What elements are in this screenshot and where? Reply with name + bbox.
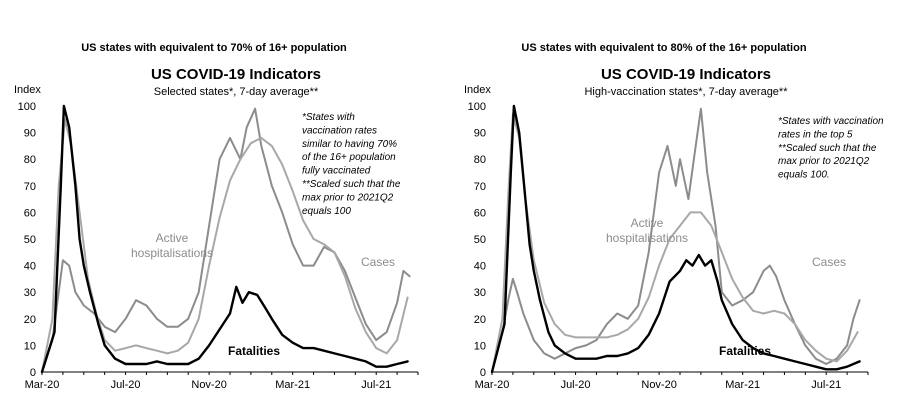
y-tick-label: 30 — [474, 287, 486, 299]
y-tick-label: 0 — [480, 367, 486, 379]
y-tick-label: 0 — [30, 367, 36, 379]
x-tick-label: Jul-20 — [561, 379, 591, 391]
y-tick-label: 80 — [474, 154, 486, 166]
chart-note-line: fully vaccinated — [302, 166, 371, 177]
x-tick-label: Jul-21 — [361, 379, 391, 391]
x-tick-label: Jul-21 — [811, 379, 841, 391]
series-fatalities-line — [40, 104, 409, 374]
series-active-hospitalisations-line — [491, 113, 859, 373]
chart-note-line: max prior to 2021Q2 — [778, 156, 870, 167]
chart-panel-right: US states with equivalent to 80% of the … — [450, 0, 900, 411]
y-tick-label: 20 — [474, 314, 486, 326]
annotation-cases: Cases — [812, 255, 846, 269]
chart-panel-left: US states with equivalent to 70% of 16+ … — [14, 42, 419, 391]
y-tick-label: 60 — [474, 207, 486, 219]
y-tick-label: 40 — [474, 261, 486, 273]
y-tick-label: 100 — [468, 101, 486, 113]
y-tick-label: 60 — [24, 207, 36, 219]
chart-note-line: **Scaled such that the — [302, 179, 401, 190]
chart-supertitle: US states with equivalent to 80% of the … — [521, 42, 806, 54]
annotation-cases: Cases — [361, 255, 395, 269]
chart-note-line: equals 100. — [778, 170, 830, 181]
x-tick-label: Mar-21 — [275, 379, 310, 391]
chart-subtitle: Selected states*, 7-day average** — [154, 86, 319, 98]
annotation-hospitalisations: hospitalisations — [131, 246, 213, 260]
chart-subtitle: High-vaccination states*, 7-day average*… — [584, 86, 788, 98]
y-tick-label: 50 — [474, 234, 486, 246]
x-tick-label: Mar-20 — [475, 379, 510, 391]
y-tick-label: 40 — [24, 261, 36, 273]
y-tick-label: 20 — [24, 314, 36, 326]
chart-note-line: *States with vaccination — [778, 116, 884, 127]
y-tick-label: 10 — [24, 340, 36, 352]
y-tick-label: 70 — [474, 181, 486, 193]
chart-left-svg: US states with equivalent to 70% of 16+ … — [14, 42, 419, 391]
series-cases-line — [41, 107, 411, 373]
chart-note-line: **Scaled such that the — [778, 143, 877, 154]
y-tick-label: 30 — [24, 287, 36, 299]
chart-right-svg: US states with equivalent to 80% of the … — [464, 42, 884, 391]
chart-supertitle: US states with equivalent to 70% of 16+ … — [81, 42, 347, 54]
x-tick-label: Nov-20 — [641, 379, 676, 391]
annotation-hospitalisations: hospitalisations — [606, 231, 688, 245]
chart-note-line: max prior to 2021Q2 — [302, 192, 394, 203]
chart-title: US COVID-19 Indicators — [601, 66, 771, 83]
y-tick-label: 90 — [474, 128, 486, 140]
annotation-hospitalisations: Active — [156, 231, 189, 245]
annotation-fatalities: Fatalities — [719, 344, 771, 358]
y-tick-label: 80 — [24, 154, 36, 166]
x-tick-label: Jul-20 — [111, 379, 141, 391]
y-tick-label: 90 — [24, 128, 36, 140]
annotation-fatalities: Fatalities — [228, 344, 280, 358]
y-axis-label: Index — [464, 84, 491, 96]
y-axis-label: Index — [14, 84, 41, 96]
y-tick-label: 100 — [18, 101, 36, 113]
chart-note-line: of the 16+ population — [302, 152, 396, 163]
y-tick-label: 70 — [24, 181, 36, 193]
chart-note-line: equals 100 — [302, 206, 351, 217]
chart-title: US COVID-19 Indicators — [151, 66, 321, 83]
x-tick-label: Nov-20 — [191, 379, 226, 391]
y-tick-label: 10 — [474, 340, 486, 352]
y-tick-label: 50 — [24, 234, 36, 246]
series-fatalities-line — [490, 104, 861, 374]
chart-note-line: similar to having 70% — [302, 139, 397, 150]
chart-note-line: rates in the top 5 — [778, 129, 853, 140]
annotation-hospitalisations: Active — [631, 216, 664, 230]
x-tick-label: Mar-20 — [25, 379, 60, 391]
x-tick-label: Mar-21 — [725, 379, 760, 391]
chart-note-line: *States with — [302, 112, 355, 123]
chart-note-line: vaccination rates — [302, 125, 377, 136]
